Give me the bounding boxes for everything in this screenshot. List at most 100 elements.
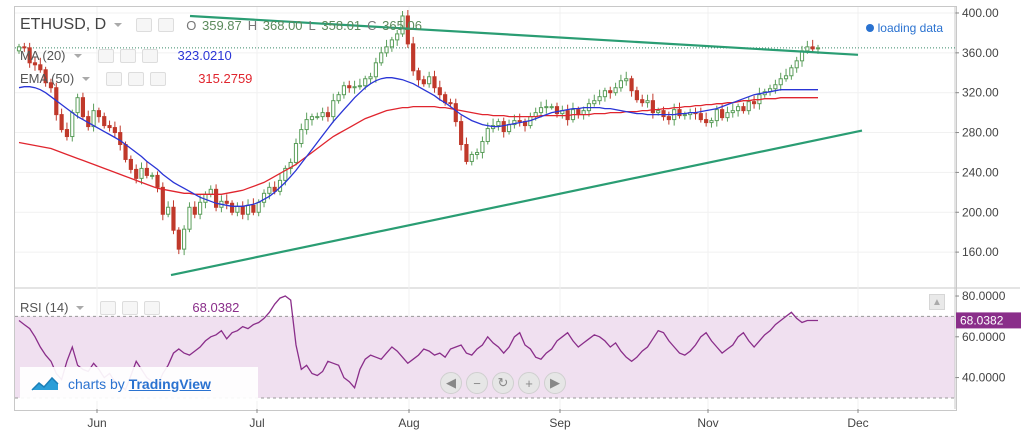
candle-body	[411, 43, 416, 72]
candle-body	[261, 192, 267, 203]
candle-body	[213, 188, 219, 208]
candle-body	[496, 121, 501, 127]
eye-icon[interactable]	[158, 18, 175, 32]
candle-body	[368, 76, 373, 80]
candle-body	[283, 167, 288, 181]
settings-icon[interactable]	[136, 18, 153, 32]
candle-body	[554, 106, 560, 115]
scroll-up-icon[interactable]: ▲	[929, 294, 945, 310]
candle-body	[459, 121, 464, 146]
candle-body	[736, 106, 741, 112]
candle-body	[592, 100, 597, 105]
candle-body	[352, 86, 357, 89]
settings-icon[interactable]	[119, 48, 136, 63]
candle-body	[198, 201, 203, 215]
candle-body	[416, 70, 421, 81]
candle-body	[698, 113, 703, 121]
candle-body	[134, 168, 139, 179]
zoom-in-icon[interactable]: +	[518, 372, 540, 394]
chevron-down-icon[interactable]	[76, 305, 85, 310]
candle-body	[549, 106, 554, 109]
charts-by-label: charts by TradingView	[68, 376, 211, 392]
y-tick-label: 280.00	[962, 126, 999, 140]
symbol-label[interactable]: ETHUSD, D	[20, 16, 107, 33]
rsi-legend[interactable]: RSI (14) 68.0382	[20, 300, 239, 315]
tradingview-logo-icon	[31, 376, 59, 391]
candle-body	[224, 200, 229, 204]
candle-body	[309, 116, 315, 121]
candle-body	[32, 62, 38, 66]
candle-body	[544, 106, 549, 109]
candle-body	[805, 46, 810, 52]
candle-body	[714, 109, 719, 122]
tradingview-link[interactable]: TradingView	[128, 376, 211, 392]
candle-body	[91, 110, 96, 128]
candle-body	[389, 39, 394, 48]
candle-body	[405, 15, 410, 45]
candle-body	[267, 186, 272, 194]
upper-trendline	[189, 14, 859, 56]
zoom-out-icon[interactable]: −	[466, 372, 488, 394]
arrow-right-icon[interactable]: ▶	[544, 372, 566, 394]
candle-body	[123, 144, 128, 160]
eye-icon[interactable]	[106, 71, 123, 86]
ema-legend[interactable]: EMA (50) 315.2759	[20, 71, 252, 86]
candle-body	[746, 101, 751, 112]
rsi-tick-label: 80.0000	[962, 289, 1006, 303]
settings-icon[interactable]	[128, 71, 145, 86]
x-tick-label: Nov	[697, 416, 718, 430]
y-tick-label: 160.00	[962, 245, 999, 259]
candle-body	[70, 112, 75, 138]
candle-body	[251, 204, 256, 213]
candle-body	[640, 99, 645, 104]
candle-body	[597, 96, 602, 102]
candle-body	[773, 84, 778, 90]
close-icon[interactable]	[144, 300, 161, 315]
candle-body	[453, 103, 458, 123]
candle-body	[506, 124, 512, 133]
chevron-down-icon[interactable]	[73, 53, 82, 58]
candle-body	[704, 119, 709, 124]
candle-body	[634, 90, 639, 101]
ohlc-h: H 368.00	[247, 17, 303, 33]
eye-icon[interactable]	[97, 48, 114, 63]
close-icon[interactable]	[141, 48, 158, 63]
y-tick-label: 200.00	[962, 205, 999, 219]
arrow-left-icon[interactable]: ◀	[440, 372, 462, 394]
ohlc-c: C 365.06	[367, 17, 422, 33]
eye-icon[interactable]	[100, 300, 117, 315]
candle-body	[469, 153, 474, 162]
candle-body	[272, 186, 277, 192]
loading-indicator: loading data	[865, 21, 943, 35]
candle-body	[96, 110, 101, 118]
tradingview-badge[interactable]: charts by TradingView	[20, 367, 258, 401]
y-tick-label: 400.00	[962, 6, 999, 20]
chevron-down-icon[interactable]	[82, 76, 91, 81]
candle-body	[789, 67, 794, 77]
candle-body	[725, 112, 730, 119]
candle-body	[166, 206, 171, 215]
candle-body	[150, 174, 155, 177]
reset-icon[interactable]: ↻	[492, 372, 514, 394]
loading-text: loading data	[877, 21, 943, 35]
candle-body	[363, 78, 368, 87]
candle-body	[336, 94, 341, 102]
candle-body	[517, 120, 522, 123]
candle-body	[235, 205, 240, 213]
candle-body	[682, 114, 687, 117]
ma-legend[interactable]: MA (20) 323.0210	[20, 48, 232, 63]
candle-body	[139, 167, 144, 179]
settings-icon[interactable]	[122, 300, 139, 315]
x-tick-label: Aug	[398, 416, 419, 430]
candle-body	[538, 107, 544, 114]
symbol-legend: ETHUSD, D O 359.87 H 368.00 L 358.01 C 3…	[20, 16, 422, 34]
chevron-down-icon[interactable]	[114, 23, 123, 27]
candle-body	[325, 112, 331, 118]
candle-body	[384, 46, 389, 54]
candle-body	[475, 151, 480, 155]
candle-body	[432, 76, 437, 89]
ma20-line	[18, 77, 818, 207]
candle-body	[379, 52, 384, 64]
close-icon[interactable]	[150, 71, 167, 86]
candle-body	[666, 116, 671, 121]
